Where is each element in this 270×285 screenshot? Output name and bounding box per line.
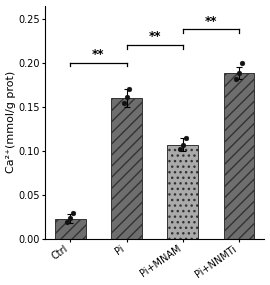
Point: [237, 71, 241, 76]
Point: [178, 147, 182, 151]
Point: [124, 95, 129, 99]
Y-axis label: Ca²⁺(mmol/g prot): Ca²⁺(mmol/g prot): [6, 71, 16, 173]
Bar: [167, 144, 198, 239]
Bar: [55, 219, 86, 239]
Point: [127, 87, 131, 91]
Point: [234, 76, 238, 81]
Point: [68, 215, 72, 220]
Point: [65, 220, 70, 224]
Text: **: **: [92, 48, 105, 61]
Text: **: **: [205, 15, 217, 28]
Text: **: **: [148, 30, 161, 43]
Point: [122, 101, 126, 105]
Point: [71, 211, 75, 215]
Point: [181, 142, 185, 147]
Bar: [224, 73, 254, 239]
Bar: [111, 98, 142, 239]
Point: [240, 60, 244, 65]
Point: [183, 136, 188, 141]
